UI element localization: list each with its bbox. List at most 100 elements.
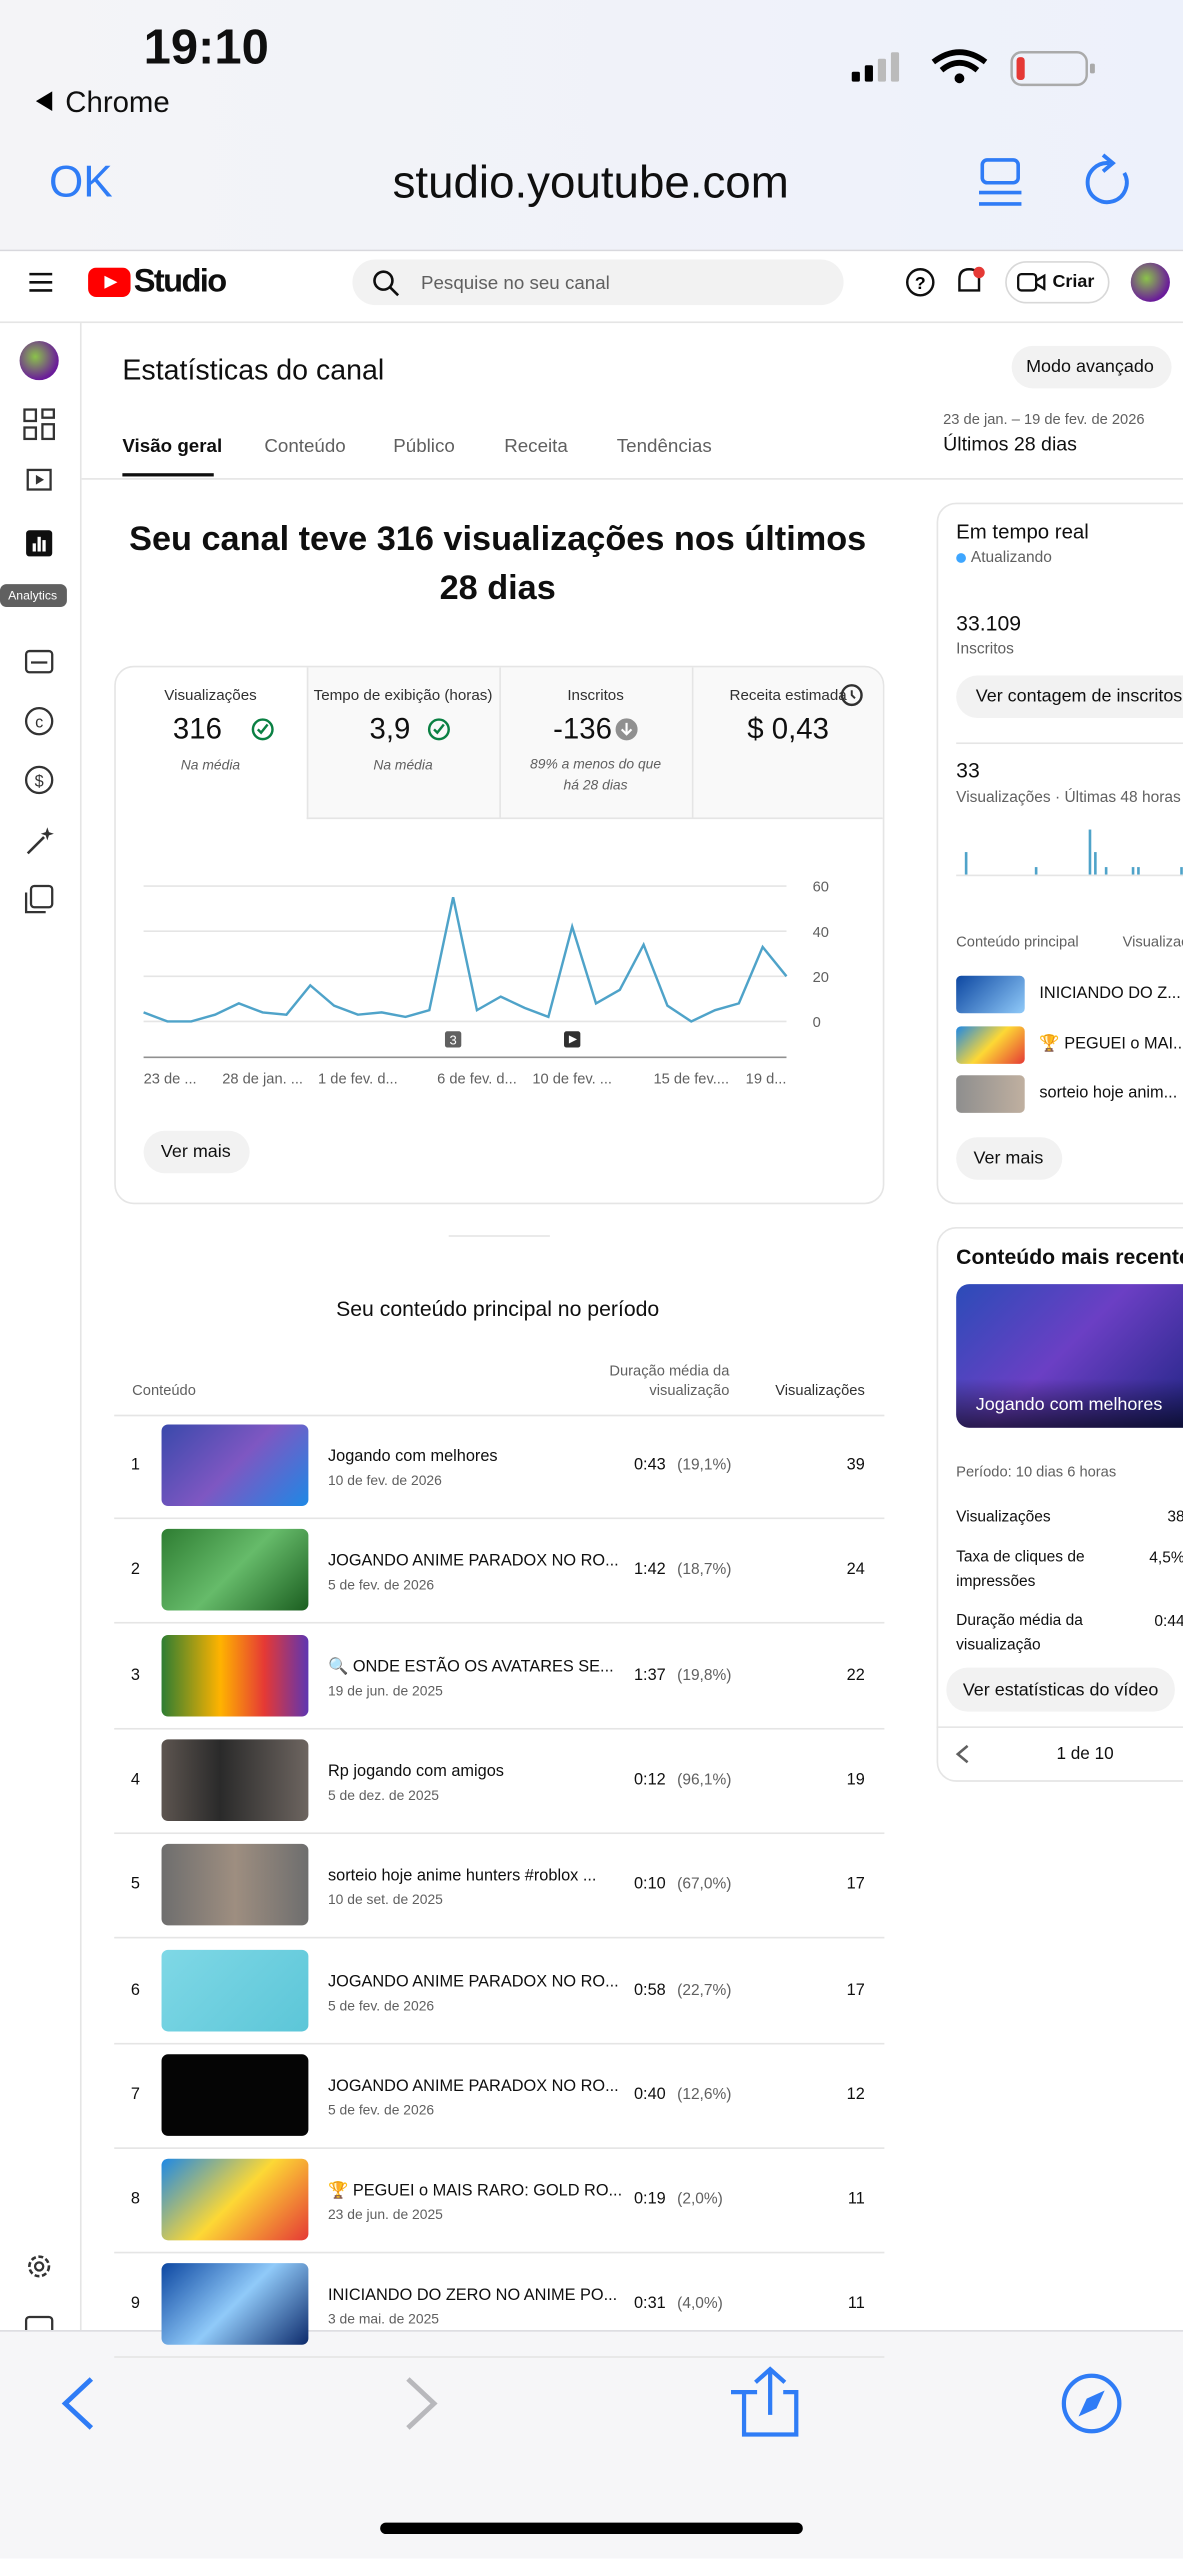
headline: Seu canal teve 316 visualizações nos últ… — [129, 520, 867, 607]
realtime-views-column: Visualizações — [1122, 933, 1183, 950]
browser-bar-bg — [0, 0, 1183, 252]
video-stats-button[interactable] — [946, 1667, 1175, 1712]
advanced-mode-button[interactable] — [1011, 345, 1172, 389]
item-title[interactable]: 🏆 PEGUEI o MAI... — [1039, 1034, 1183, 1053]
advanced-mode-label[interactable]: Modo avançado — [1026, 357, 1154, 377]
row-date: 10 de fev. de 2026 — [327, 1471, 442, 1489]
row-title[interactable]: 🔍 ONDE ESTÃO OS AVATARES SE... — [327, 1657, 614, 1676]
row-views: 24 — [846, 1561, 865, 1580]
period: Últimos 28 dias — [943, 432, 1077, 456]
metric-icon — [427, 718, 450, 741]
row-rank: 8 — [130, 2190, 140, 2209]
date-range: 23 de jan. – 19 de fev. de 2026 — [943, 411, 1145, 428]
bar — [1094, 852, 1097, 875]
metric-icon-hand — [850, 690, 856, 700]
y-tick-label: 20 — [813, 970, 829, 986]
bar — [1131, 867, 1135, 875]
row-title[interactable]: Rp jogando com amigos — [327, 1762, 504, 1781]
header-icons[interactable]: ? — [904, 264, 1002, 300]
bar — [1180, 867, 1183, 875]
sidebar-bottom-icons[interactable] — [21, 2248, 60, 2331]
back-app[interactable]: Chrome — [65, 85, 170, 119]
avatar[interactable] — [1130, 262, 1170, 302]
column-header: Visualizações — [775, 1382, 865, 1399]
row-views: 17 — [846, 1980, 865, 1999]
overview-card — [114, 665, 885, 1205]
metric-icon-check — [256, 723, 269, 735]
row-duration: 0:10 — [633, 1875, 666, 1894]
metric-icons — [251, 684, 863, 741]
row-title[interactable]: JOGANDO ANIME PARADOX NO RO... — [327, 1553, 619, 1571]
item-title[interactable]: sorteio hoje anim... — [1039, 1084, 1178, 1103]
row-title[interactable]: JOGANDO ANIME PARADOX NO RO... — [327, 2077, 619, 2096]
row-thumbnail[interactable] — [161, 1949, 309, 2031]
more-button[interactable] — [143, 1130, 250, 1174]
realtime-divider — [956, 742, 1183, 745]
bar — [1034, 867, 1038, 875]
metric-note: 89% a menos do que há 28 dias — [530, 755, 662, 794]
sidebar-icons[interactable]: c $ — [23, 408, 59, 917]
url[interactable]: studio.youtube.com — [392, 156, 789, 208]
toolbar-icons[interactable] — [49, 2366, 1142, 2444]
row-date: 19 de jun. de 2025 — [327, 1681, 443, 1698]
row-title[interactable]: JOGANDO ANIME PARADOX NO RO... — [327, 1972, 619, 1991]
realtime-chart-baseline — [956, 874, 1183, 877]
metric-icon-arrow — [620, 722, 633, 736]
metric-label: Inscritos — [567, 686, 624, 704]
row-thumbnail[interactable] — [161, 2053, 309, 2136]
realtime-more-button[interactable] — [956, 1137, 1063, 1180]
stat-label: Taxa de cliques de impressões — [956, 1548, 1085, 1591]
tab[interactable]: Tendências — [616, 437, 712, 457]
realtime-more-label[interactable]: Ver mais — [973, 1148, 1044, 1169]
search-box[interactable] — [352, 259, 844, 306]
pagination-prev[interactable] — [953, 1743, 973, 1766]
metric-note: Na média — [180, 756, 241, 773]
row-thumbnail[interactable] — [161, 1424, 309, 1507]
header-logo-icons[interactable] — [26, 267, 205, 301]
top-content-title: Seu conteúdo principal no período — [336, 1296, 660, 1321]
item-thumbnail[interactable] — [956, 1025, 1025, 1064]
stat-value: 0:44 — [1154, 1612, 1183, 1631]
bar — [964, 852, 968, 875]
create-icon — [1017, 272, 1046, 292]
row-thumbnail[interactable] — [161, 1634, 309, 1716]
more-label[interactable]: Ver mais — [160, 1142, 231, 1162]
row-title[interactable]: Jogando com melhores — [327, 1448, 498, 1467]
subscriber-count: 33.109 — [956, 611, 1022, 636]
metric-label: Tempo de exibição (horas) — [313, 686, 493, 704]
subscriber-button-label[interactable]: Ver contagem de inscritos — [975, 686, 1183, 707]
video-stats-button-label[interactable]: Ver estatísticas do vídeo — [962, 1680, 1159, 1701]
row-thumbnail[interactable] — [161, 1739, 309, 1821]
done-button[interactable]: OK — [48, 157, 113, 207]
item-title[interactable]: INICIANDO DO Z... — [1039, 984, 1181, 1003]
row-duration: 0:43 — [633, 1456, 666, 1475]
overview-chart: 0 20 40 60 23 de ... 28 de jan. ... 1 de fev. … — [143, 880, 829, 1087]
tab[interactable]: Público — [393, 437, 455, 457]
row-title[interactable]: sorteio hoje anime hunters #roblox ... — [327, 1867, 597, 1886]
tab[interactable]: Visão geral — [122, 437, 223, 457]
item-thumbnail[interactable] — [956, 1075, 1025, 1113]
row-duration: 0:31 — [633, 2295, 666, 2314]
row-thumbnail[interactable] — [161, 2158, 309, 2241]
realtime-status: Atualizando — [970, 549, 1052, 568]
y-tick-label: 0 — [813, 1015, 821, 1031]
back-app-arrow[interactable] — [33, 90, 56, 113]
item-thumbnail[interactable] — [956, 975, 1025, 1014]
x-tick-label: 10 de fev. ... — [532, 1071, 612, 1087]
tab[interactable]: Receita — [504, 437, 568, 457]
row-date: 23 de jun. de 2025 — [327, 2206, 443, 2223]
row-thumbnail[interactable] — [161, 2263, 309, 2346]
annotation-label: 3 — [449, 1032, 456, 1047]
row-title[interactable]: 🏆 PEGUEI o MAIS RARO: GOLD RO... — [327, 2182, 623, 2201]
row-thumbnail[interactable] — [161, 1844, 309, 1926]
row-title[interactable]: INICIANDO DO ZERO NO ANIME PO... — [327, 2287, 618, 2306]
row-thumbnail[interactable] — [161, 1529, 309, 1611]
browser-icons[interactable] — [972, 153, 1135, 212]
channel-avatar[interactable] — [19, 341, 59, 381]
subscriber-button[interactable] — [956, 675, 1183, 718]
tab[interactable]: Conteúdo — [264, 437, 346, 457]
column-header: Conteúdo — [132, 1382, 196, 1399]
create-button[interactable] — [1005, 261, 1110, 304]
x-tick-label: 15 de fev.... — [653, 1071, 729, 1087]
studio-logo: Studio — [133, 263, 227, 300]
